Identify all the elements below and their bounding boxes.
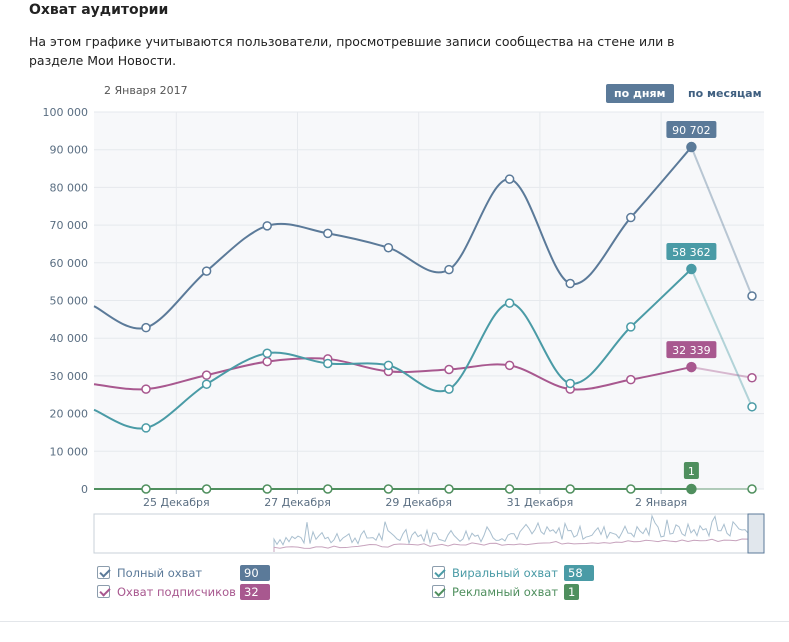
data-point [201, 266, 212, 276]
data-point [504, 360, 515, 371]
legend-label: Виральный охват [452, 566, 558, 580]
data-point [626, 374, 636, 385]
data-point [747, 484, 757, 494]
y-tick-label: 80 000 [50, 181, 89, 194]
x-tick-label: 31 Декабря [507, 496, 574, 509]
data-point [747, 402, 757, 412]
data-point [262, 484, 272, 494]
subscribers-checkbox[interactable] [97, 585, 110, 598]
data-point [444, 264, 454, 275]
data-point [565, 484, 575, 494]
data-point [323, 358, 333, 369]
data-point [141, 484, 151, 494]
value-badge-bg [666, 242, 717, 260]
data-point [383, 242, 394, 253]
y-tick-label: 10 000 [50, 445, 89, 458]
data-point [323, 484, 333, 494]
data-point [141, 322, 151, 333]
selected-date: 2 Января 2017 [104, 84, 188, 97]
navigator-selection[interactable] [747, 513, 765, 554]
legend-value-badge: 1 [564, 584, 580, 600]
data-point [504, 484, 515, 494]
data-point [626, 484, 636, 494]
data-point [383, 360, 394, 371]
data-point [262, 221, 272, 231]
series-line [93, 146, 693, 330]
data-point [262, 356, 272, 367]
data-point [323, 228, 333, 239]
legend-value-badge: 58 362 [564, 565, 594, 596]
x-tick-label: 2 Января [635, 496, 687, 509]
chart-legend: Полный охват 90 702 Виральный охват 58 3… [0, 560, 789, 615]
data-point [141, 384, 151, 394]
legend-value-badge: 32 339 [240, 584, 270, 615]
series-line [93, 268, 693, 430]
ads-checkbox[interactable] [432, 585, 445, 598]
data-point [626, 322, 636, 332]
reach-chart[interactable]: 0 10 000 20 000 30 000 40 000 50 000 60 000 70 … [0, 100, 789, 560]
series-line-faded [690, 268, 753, 408]
legend-label: Рекламный охват [452, 585, 559, 599]
data-point [565, 278, 575, 289]
data-point [686, 361, 697, 373]
data-point [262, 348, 272, 359]
value-badge-bg [666, 341, 717, 359]
data-point [201, 370, 212, 380]
y-tick-label: 100 000 [43, 106, 89, 119]
data-point [444, 384, 454, 394]
value-badge: 90 702 [672, 124, 711, 137]
legend-label: Полный охват [117, 566, 203, 580]
data-point [444, 484, 454, 494]
data-point [201, 484, 212, 494]
divider [0, 621, 789, 622]
data-point [626, 212, 636, 223]
data-point [201, 379, 212, 389]
value-badge-bg [666, 121, 717, 139]
series-line-faded [690, 146, 753, 297]
y-tick-label: 90 000 [50, 144, 89, 157]
data-point [747, 373, 757, 383]
y-tick-label: 50 000 [50, 295, 89, 308]
y-tick-label: 40 000 [50, 332, 89, 345]
data-point [383, 484, 394, 494]
y-tick-label: 30 000 [50, 370, 89, 383]
total-checkbox[interactable] [97, 566, 110, 579]
data-point [686, 141, 697, 153]
value-badge: 1 [688, 465, 695, 478]
chart-description: На этом графике учитываются пользователи… [29, 34, 675, 68]
data-point [504, 298, 515, 308]
x-tick-label: 29 Декабря [385, 496, 452, 509]
data-point [686, 483, 697, 495]
legend-value-badge: 90 702 [240, 565, 270, 596]
x-tick-label: 25 Декабря [143, 496, 210, 509]
data-point [141, 423, 151, 433]
series-total: 90 702 [93, 121, 757, 333]
y-tick-label: 0 [81, 483, 88, 496]
data-point [686, 263, 697, 275]
by-days-button[interactable]: по дням [606, 84, 674, 103]
y-tick-label: 70 000 [50, 219, 89, 232]
series-subscribers: 32 339 [93, 341, 757, 394]
y-tick-label: 60 000 [50, 257, 89, 270]
series-ads: 1 [94, 461, 757, 495]
x-tick-label: 27 Декабря [264, 496, 331, 509]
data-point [565, 378, 575, 389]
value-badge: 58 362 [672, 246, 711, 259]
navigator-series [273, 514, 749, 552]
legend-label: Охват подписчиков [117, 585, 236, 599]
navigator-series [273, 538, 749, 552]
data-point [504, 174, 515, 184]
data-point [747, 291, 757, 301]
value-badge: 32 339 [672, 344, 711, 357]
navigator-frame [93, 513, 765, 554]
page-title: Охват аудитории [29, 2, 169, 18]
by-months-button[interactable]: по месяцам [688, 87, 762, 100]
y-tick-label: 20 000 [50, 408, 89, 421]
series-viral: 58 362 [93, 242, 757, 433]
viral-checkbox[interactable] [432, 566, 445, 579]
value-badge-bg [683, 461, 699, 479]
data-point [444, 364, 454, 375]
